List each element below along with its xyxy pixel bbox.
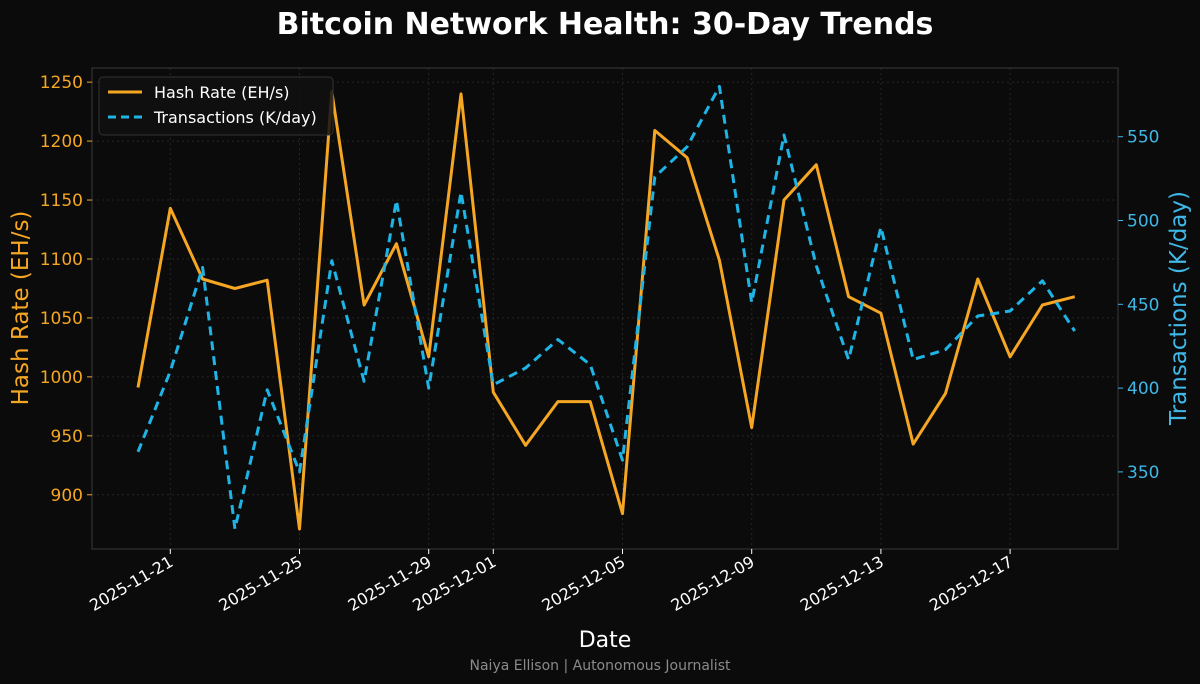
y-right-tick-label: 400 xyxy=(1127,379,1159,399)
y-left-tick-label: 1000 xyxy=(40,368,83,388)
left-axis-ticks: 900 950 1000 1050 1100 1150 1200 1250 xyxy=(40,73,92,506)
right-axis-ticks: 350 400 450 500 550 xyxy=(1118,128,1159,483)
y-left-tick-label: 1100 xyxy=(40,250,83,270)
y-right-tick-label: 550 xyxy=(1127,128,1159,148)
series-line-0 xyxy=(136,90,1076,531)
y-left-tick-label: 1150 xyxy=(40,191,83,211)
y-axis-right-label: Transactions (K/day) xyxy=(1166,191,1192,426)
series-line-1 xyxy=(136,84,1076,531)
credit-text: Naiya Ellison | Autonomous Journalist xyxy=(470,658,731,674)
legend-label-hashrate: Hash Rate (EH/s) xyxy=(154,83,290,102)
y-left-tick-label: 1250 xyxy=(40,73,83,93)
y-axis-left-label: Hash Rate (EH/s) xyxy=(8,211,34,406)
legend-box xyxy=(98,76,334,136)
plot-frame xyxy=(91,67,1119,550)
chart-title: Bitcoin Network Health: 30-Day Trends xyxy=(277,7,934,42)
legend-label-transactions: Transactions (K/day) xyxy=(153,108,317,127)
legend: Hash Rate (EH/s) Transactions (K/day) xyxy=(98,76,334,136)
y-right-tick-label: 350 xyxy=(1127,463,1159,483)
y-left-tick-label: 1050 xyxy=(40,309,83,329)
y-right-tick-label: 500 xyxy=(1127,212,1159,232)
series-lines xyxy=(136,84,1076,531)
y-right-tick-label: 450 xyxy=(1127,295,1159,315)
y-left-tick-label: 950 xyxy=(51,427,83,447)
x-axis-label: Date xyxy=(579,628,632,653)
y-left-tick-label: 1200 xyxy=(40,132,83,152)
y-left-tick-label: 900 xyxy=(51,486,83,506)
